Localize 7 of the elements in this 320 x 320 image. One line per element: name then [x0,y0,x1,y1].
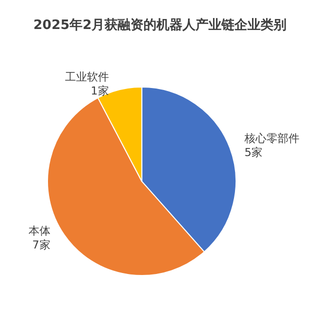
data-label: 1家 [90,84,109,98]
chart-title: 2025年2月获融资的机器人产业链企业类别 [33,17,287,33]
data-label: 7家 [32,238,50,252]
slice-label: 核心零部件 [243,132,300,146]
slice-label: 本体 [28,224,50,238]
slice-label: 工业软件 [64,70,109,84]
data-label: 5家 [244,146,262,160]
